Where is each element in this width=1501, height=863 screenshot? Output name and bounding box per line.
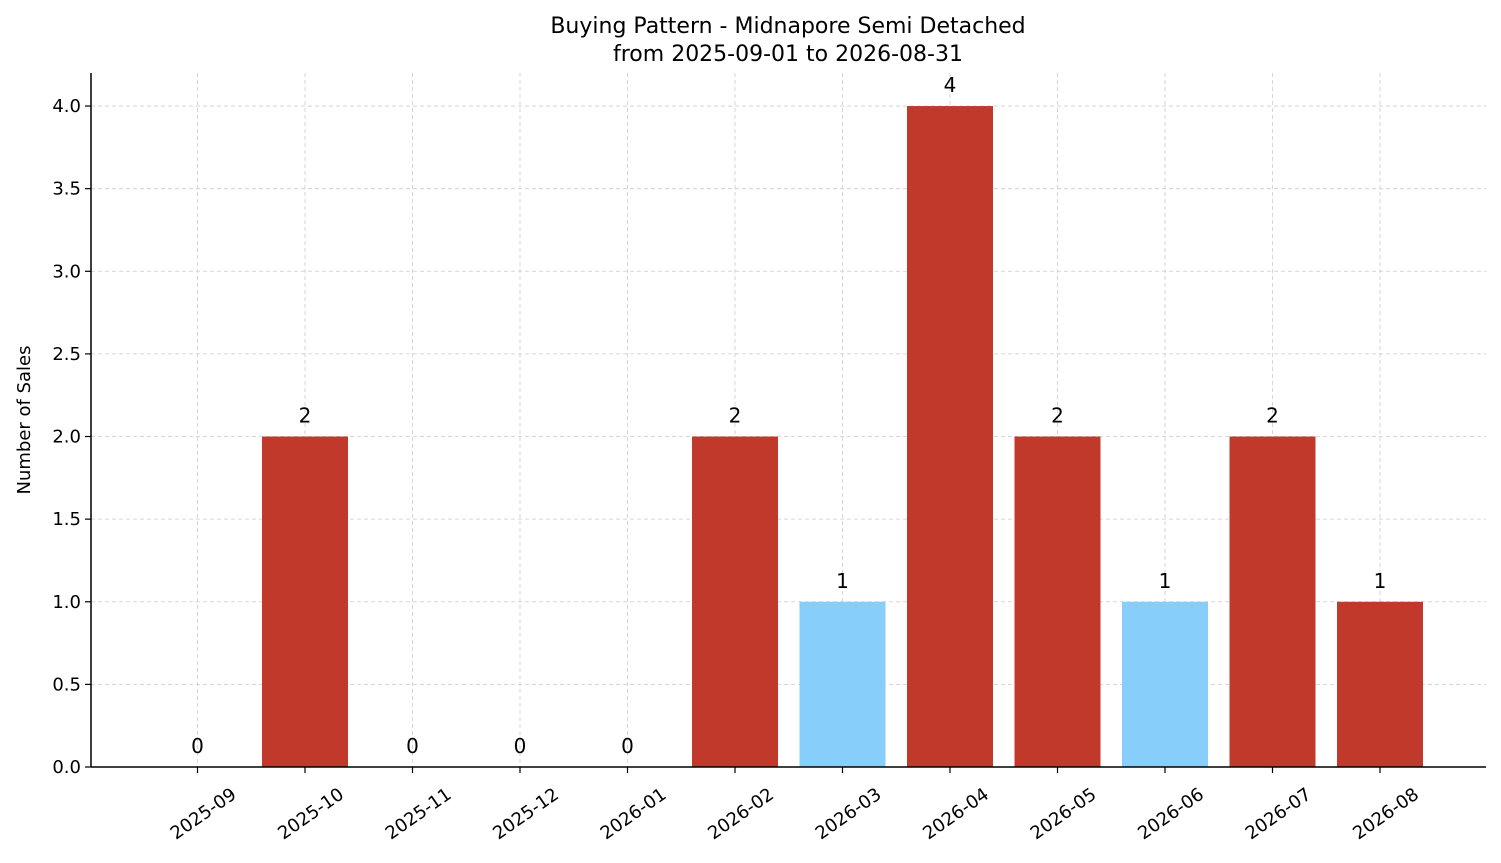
y-tick-label-2: 1.0	[52, 592, 81, 613]
data-label-2026-02: 2	[729, 404, 742, 428]
y-tick-label-8: 4.0	[52, 96, 81, 117]
bar-2026-08	[1337, 601, 1423, 767]
x-tick-label-2026-03: 2026-03	[812, 784, 886, 844]
x-tick-label-2026-08: 2026-08	[1349, 784, 1423, 844]
data-label-2026-08: 1	[1374, 569, 1387, 593]
x-tick-label-2025-12: 2025-12	[489, 784, 563, 844]
y-tick-label-6: 3.0	[52, 261, 81, 282]
x-tick-label-2026-04: 2026-04	[919, 784, 993, 844]
x-tick-label-2025-11: 2025-11	[382, 784, 456, 844]
bar-2026-03	[799, 601, 886, 767]
bar-2026-07	[1229, 436, 1316, 767]
data-label-2026-01: 0	[621, 734, 634, 758]
bars	[262, 106, 1423, 768]
data-label-2025-09: 0	[191, 734, 204, 758]
y-tick-label-5: 2.5	[52, 344, 81, 365]
data-label-2026-05: 2	[1051, 404, 1064, 428]
y-axis-label: Number of Sales	[14, 345, 35, 494]
data-label-2026-07: 2	[1266, 404, 1279, 428]
chart-subtitle: from 2025-09-01 to 2026-08-31	[613, 42, 963, 67]
y-tick-label-3: 1.5	[52, 509, 81, 530]
x-tick-label-2026-05: 2026-05	[1027, 784, 1101, 844]
x-tick-label-2026-02: 2026-02	[704, 784, 778, 844]
data-label-2025-12: 0	[514, 734, 527, 758]
x-tick-label-2025-10: 2025-10	[274, 784, 348, 844]
y-tick-label-0: 0.0	[52, 757, 81, 778]
data-labels: 0 2 0 0 0 2 1 4 2 1 2 1	[191, 73, 1386, 758]
data-label-2026-04: 4	[944, 73, 957, 97]
bar-2026-02	[692, 436, 778, 767]
data-label-2025-10: 2	[299, 404, 312, 428]
y-tick-label-4: 2.0	[52, 427, 81, 448]
data-label-2026-06: 1	[1159, 569, 1172, 593]
y-tick-label-7: 3.5	[52, 179, 81, 200]
y-tick-label-1: 0.5	[52, 674, 81, 695]
chart-title: Buying Pattern - Midnapore Semi Detached	[550, 14, 1025, 39]
data-label-2025-11: 0	[406, 734, 419, 758]
bar-2026-04	[907, 106, 993, 768]
data-label-2026-03: 1	[836, 569, 849, 593]
x-tick-label-2026-06: 2026-06	[1134, 784, 1208, 844]
bar-2026-06	[1122, 601, 1208, 767]
bar-2025-10	[262, 436, 348, 767]
x-tick-label-2025-09: 2025-09	[167, 784, 241, 844]
x-tick-label-2026-07: 2026-07	[1242, 784, 1316, 844]
bar-2026-05	[1014, 436, 1101, 767]
x-tick-label-2026-01: 2026-01	[597, 784, 671, 844]
